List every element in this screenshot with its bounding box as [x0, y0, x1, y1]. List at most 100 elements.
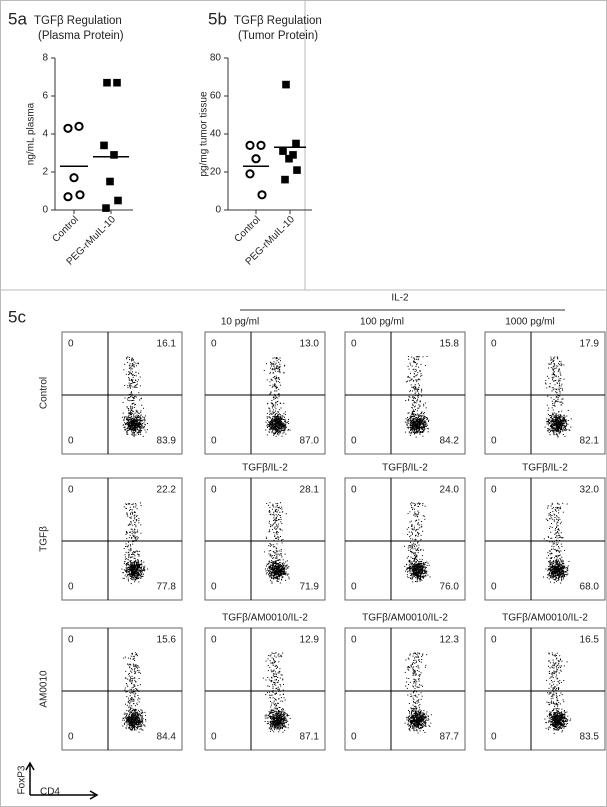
event-dot — [412, 570, 414, 572]
event-dot — [137, 569, 139, 571]
event-dot — [559, 395, 561, 397]
event-dot — [128, 571, 130, 572]
event-dot — [550, 397, 552, 399]
event-dot — [407, 421, 409, 423]
event-dot — [135, 404, 136, 405]
event-dot — [275, 532, 277, 534]
event-dot — [556, 430, 558, 432]
event-dot — [131, 391, 132, 393]
event-dot — [272, 568, 274, 570]
event-dot — [272, 565, 273, 567]
event-dot — [562, 402, 564, 404]
event-dot — [279, 553, 281, 555]
event-dot — [273, 574, 274, 576]
event-dot — [556, 559, 557, 561]
event-dot — [419, 433, 421, 435]
event-dot — [418, 428, 420, 430]
event-dot — [418, 404, 420, 406]
event-dot — [132, 363, 134, 365]
event-dot — [415, 419, 417, 421]
event-dot — [426, 356, 428, 357]
event-dot — [415, 572, 417, 574]
event-dot — [129, 534, 131, 536]
event-dot — [274, 406, 276, 408]
event-dot — [136, 515, 137, 517]
event-dot — [406, 576, 408, 578]
event-dot — [549, 428, 551, 430]
event-dot — [271, 411, 273, 413]
event-dot — [563, 427, 565, 429]
event-dot — [134, 537, 136, 539]
event-dot — [418, 386, 420, 388]
event-dot — [413, 360, 415, 362]
event-dot — [418, 547, 420, 549]
event-dot — [550, 359, 552, 361]
event-dot — [131, 434, 133, 436]
event-dot — [144, 417, 146, 419]
event-dot — [414, 545, 415, 547]
event-dot — [560, 423, 561, 425]
event-dot — [136, 564, 138, 565]
event-dot — [421, 419, 422, 421]
event-dot — [268, 567, 270, 569]
event-dot — [415, 402, 417, 404]
event-dot — [136, 568, 138, 570]
event-dot — [280, 574, 282, 576]
event-dot — [413, 373, 415, 375]
event-dot — [128, 563, 130, 565]
event-dot — [123, 427, 125, 429]
event-dot — [131, 567, 133, 569]
event-dot — [420, 424, 422, 426]
event-dot — [416, 555, 418, 557]
event-dot — [563, 378, 565, 380]
event-dot — [129, 379, 131, 381]
event-dot — [422, 566, 423, 568]
event-dot — [275, 417, 277, 419]
event-dot — [284, 424, 286, 426]
event-dot — [139, 563, 141, 565]
event-dot — [548, 377, 550, 379]
event-dot — [549, 422, 551, 424]
event-dot — [285, 568, 287, 570]
event-dot — [135, 568, 137, 570]
event-dot — [417, 532, 419, 534]
event-dot — [415, 431, 417, 433]
quadrant-value: 22.2 — [157, 485, 177, 496]
event-dot — [418, 575, 420, 577]
event-dot — [411, 415, 413, 417]
panel-label: 5c — [8, 307, 26, 326]
event-dot — [272, 424, 274, 426]
event-dot — [413, 380, 415, 381]
event-dot — [132, 561, 134, 563]
event-dot — [561, 428, 563, 430]
event-dot — [416, 431, 418, 432]
event-dot — [272, 572, 274, 573]
event-dot — [416, 572, 418, 574]
event-dot — [132, 432, 134, 434]
event-dot — [415, 567, 417, 569]
event-dot — [562, 389, 563, 391]
event-dot — [564, 419, 566, 421]
event-dot — [132, 570, 134, 571]
quadrant-value: 76.0 — [440, 582, 460, 593]
event-dot — [271, 422, 273, 424]
event-dot — [273, 398, 275, 400]
event-dot — [559, 380, 561, 382]
event-dot — [411, 574, 412, 576]
event-dot — [278, 393, 280, 395]
event-dot — [274, 393, 276, 395]
event-dot — [412, 405, 414, 407]
event-dot — [130, 406, 132, 408]
event-dot — [138, 425, 140, 427]
event-dot — [130, 566, 132, 568]
event-dot — [411, 563, 413, 565]
event-dot — [425, 407, 427, 409]
event-dot — [128, 414, 130, 416]
event-dot — [271, 365, 273, 367]
event-dot — [414, 564, 416, 566]
event-dot — [423, 424, 424, 425]
event-dot — [133, 381, 135, 383]
event-dot — [285, 425, 287, 427]
event-dot — [276, 567, 278, 569]
event-dot — [271, 428, 273, 430]
